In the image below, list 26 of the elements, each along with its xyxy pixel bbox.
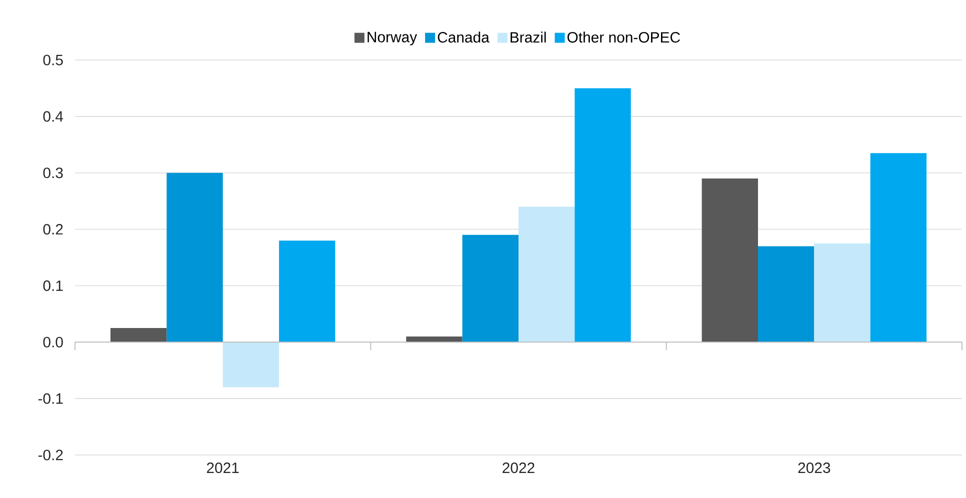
bar [814,243,870,342]
legend-label: Other non-OPEC [567,32,680,43]
y-tick-label: 0.1 [43,280,63,291]
x-tick-label: 2023 [798,462,830,474]
bar [222,342,280,388]
y-tick-label: 0.3 [43,168,63,178]
bar [574,88,631,342]
y-tick-label: -0.2 [38,450,63,460]
x-tick-label: 2021 [206,462,239,474]
y-tick-label: 0.5 [43,54,63,66]
bar [702,178,758,342]
bar [110,328,167,342]
bar [758,246,814,342]
bar [518,206,575,342]
x-tick-label: 2022 [502,462,534,474]
bar [462,234,519,342]
y-tick-label: 0.2 [43,224,63,235]
legend-label: Canada [438,32,490,43]
bar [166,172,223,342]
y-tick-label: 0.4 [43,111,64,122]
y-tick-label: 0.0 [43,336,63,348]
bar [870,153,927,342]
legend-label: Norway [368,32,418,46]
y-tick-label: -0.1 [38,393,63,404]
bar [279,240,336,342]
legend-label: Brazil [510,32,546,43]
